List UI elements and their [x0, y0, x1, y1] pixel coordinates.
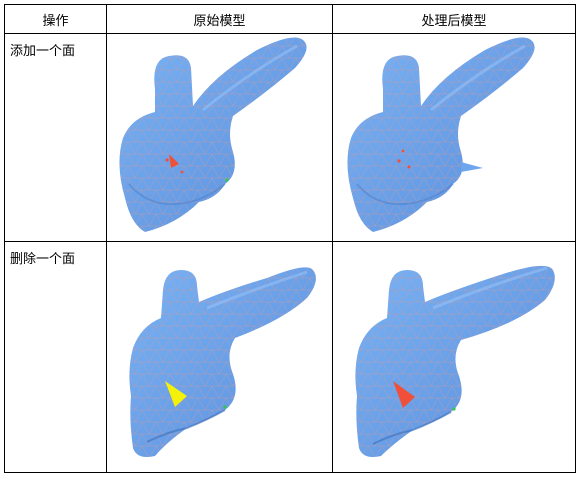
header-original-model: 原始模型 — [106, 4, 333, 34]
bunny-body — [355, 266, 555, 458]
red-marker-highlight — [165, 154, 184, 174]
bunny-body — [119, 37, 307, 233]
operation-cell: 添加一个面 — [4, 32, 107, 243]
bunny-mesh-processed-add — [347, 37, 535, 233]
table-row: 添加一个面 — [4, 32, 576, 243]
processed-model-cell — [332, 241, 576, 473]
yellow-triangle-highlight — [165, 381, 187, 408]
operation-cell: 删除一个面 — [4, 241, 107, 473]
bunny-mesh-original-add — [119, 37, 307, 233]
red-dots-highlight — [397, 149, 411, 169]
table-header-row: 操作 原始模型 处理后模型 — [4, 4, 576, 34]
original-model-cell — [106, 241, 333, 473]
table-row: 删除一个面 — [4, 241, 576, 473]
bunny-mesh-processed-delete — [355, 266, 555, 458]
header-processed-model: 处理后模型 — [332, 4, 576, 34]
processed-model-cell — [332, 32, 576, 243]
bunny-body — [347, 37, 535, 233]
original-model-cell — [106, 32, 333, 243]
red-triangle-highlight — [393, 381, 415, 409]
green-vertex-marker — [452, 407, 456, 411]
operation-label: 删除一个面 — [10, 252, 76, 268]
operation-label: 添加一个面 — [10, 44, 76, 59]
bunny-body — [129, 267, 316, 458]
header-operation: 操作 — [4, 4, 107, 34]
green-vertex-marker — [225, 178, 229, 182]
green-vertex-marker — [223, 405, 227, 409]
comparison-table: 操作 原始模型 处理后模型 添加一个面 — [4, 4, 576, 473]
bunny-mesh-original-delete — [129, 267, 316, 458]
